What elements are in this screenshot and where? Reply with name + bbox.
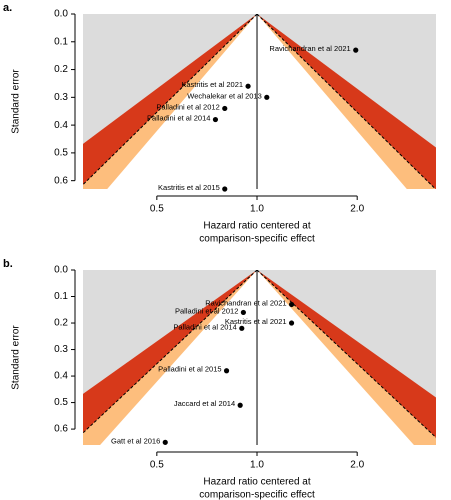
pseudo-ci-line	[83, 270, 258, 434]
x-axis-label: comparison-specific effect	[199, 490, 315, 500]
study-label: Jaccard et al 2014	[174, 399, 235, 408]
y-tick-label: 0.4	[54, 120, 68, 131]
y-tick-label: 0.0	[54, 265, 68, 276]
study-label: Ravichandran et al 2021	[269, 44, 350, 53]
y-tick-label: 0.5	[54, 397, 68, 408]
x-axis-label: comparison-specific effect	[199, 234, 315, 245]
study-point	[222, 186, 228, 192]
study-label: Palladini et al 2014	[173, 322, 236, 331]
y-tick-label: 0.6	[54, 424, 68, 435]
study-label: Palladini et al 2014	[147, 114, 210, 123]
x-tick-label: 1.0	[250, 460, 264, 471]
plot-area	[83, 14, 436, 189]
y-tick-label: 0.1	[54, 291, 68, 302]
study-point	[288, 301, 295, 308]
y-tick-label: 0.5	[54, 148, 68, 159]
panel-label: b.	[3, 258, 13, 270]
study-point	[212, 116, 219, 123]
study-label: Kastritis et al 2015	[158, 183, 220, 192]
study-label: Gatt et al 2016	[111, 436, 160, 445]
panel: 0.0 0.1 0.2 0.3 0.4 0.5 0.6 Standard error 0.5 1.…	[3, 2, 436, 245]
y-tick-label: 0.3	[54, 344, 68, 355]
x-tick-label: 1.0	[250, 204, 264, 215]
study-point	[353, 47, 359, 53]
x-tick-label: 0.5	[150, 204, 164, 215]
y-tick-label: 0.2	[54, 318, 68, 329]
y-tick-label: 0.0	[54, 9, 68, 20]
study-point	[264, 94, 270, 100]
plot-area	[83, 270, 436, 445]
x-tick-label: 0.5	[150, 460, 164, 471]
x-tick-label: 2.0	[350, 460, 364, 471]
study-point	[239, 325, 245, 331]
pseudo-ci-line	[256, 270, 436, 439]
study-label: Palladini et al 2012	[175, 306, 238, 315]
study-label: Palladini et al 2012	[156, 102, 219, 111]
study-point	[162, 439, 168, 445]
y-tick-label: 0.1	[54, 36, 68, 47]
y-tick-label: 0.4	[54, 371, 68, 382]
study-point	[237, 402, 243, 408]
pseudo-ci-line	[83, 14, 258, 186]
study-point	[245, 83, 251, 89]
y-axis-label: Standard error	[11, 69, 22, 134]
x-axis-label: Hazard ratio centered at	[203, 221, 311, 232]
study-label: Kastritis et al 2021	[181, 80, 243, 89]
y-axis-label: Standard error	[11, 325, 22, 390]
study-label: Wechalekar et al 2013	[187, 91, 262, 100]
panel-label: a.	[3, 2, 12, 14]
x-tick-label: 2.0	[350, 204, 364, 215]
study-point	[222, 105, 228, 112]
y-tick-label: 0.3	[54, 92, 68, 103]
pseudo-ci-line	[256, 14, 436, 189]
panel: 0.0 0.1 0.2 0.3 0.4 0.5 0.6 Standard error 0.5 1.…	[3, 258, 436, 500]
x-axis-label: Hazard ratio centered at	[203, 477, 311, 488]
y-tick-label: 0.2	[54, 64, 68, 75]
y-tick-label: 0.6	[54, 175, 68, 186]
study-point	[240, 309, 246, 316]
study-label: Ravichandran et al 2021	[205, 298, 286, 307]
study-point	[223, 368, 230, 374]
study-label: Palladini et al 2015	[158, 365, 221, 374]
study-point	[288, 320, 295, 326]
study-label: Kastritis et al 2021	[225, 317, 287, 326]
